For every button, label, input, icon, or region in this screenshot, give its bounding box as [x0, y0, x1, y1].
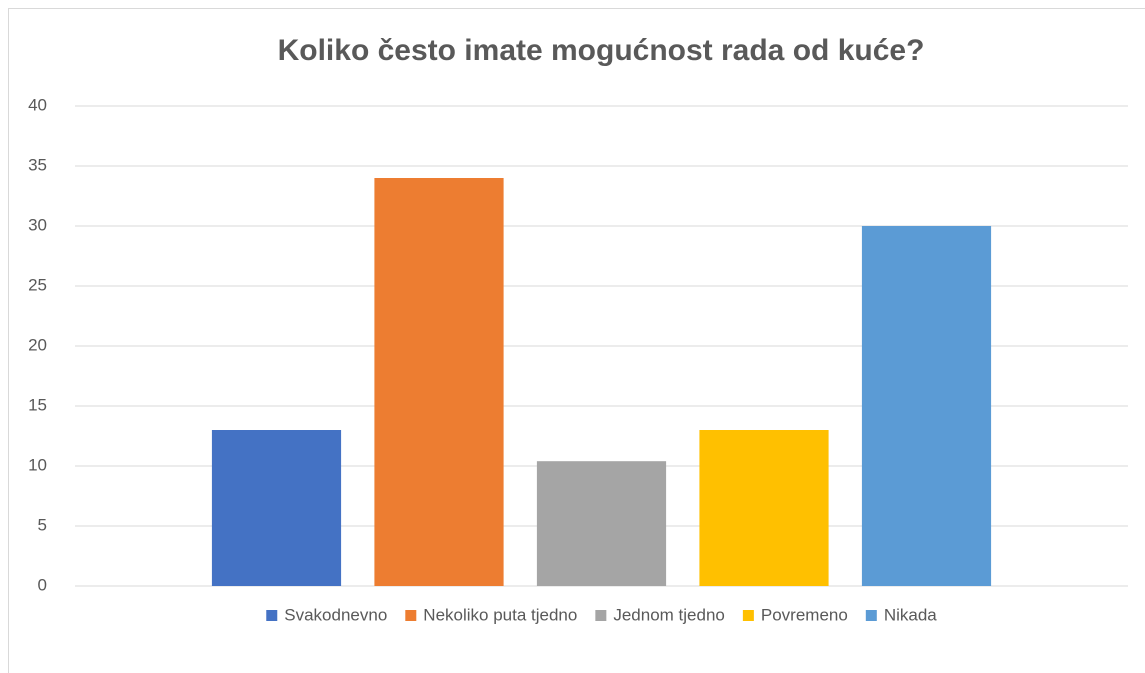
bar: [536, 461, 667, 586]
y-tick-label: 15: [28, 395, 47, 414]
y-tick-label: 10: [28, 455, 47, 474]
bar: [861, 226, 992, 586]
y-tick-label: 25: [28, 275, 47, 294]
legend-swatch: [865, 610, 877, 621]
bar: [211, 430, 342, 586]
legend-swatch: [405, 610, 417, 621]
legend-swatch: [742, 610, 754, 621]
legend-label: Nekoliko puta tjedno: [423, 605, 577, 624]
legend-swatch: [595, 610, 607, 621]
y-tick-label: 0: [38, 575, 47, 594]
legend-label: Jednom tjedno: [613, 605, 725, 624]
y-tick-label: 40: [28, 95, 47, 114]
bar: [374, 178, 504, 586]
y-tick-label: 35: [28, 155, 47, 174]
legend-label: Svakodnevno: [284, 605, 387, 624]
legend-label: Nikada: [884, 605, 937, 624]
y-tick-label: 30: [28, 215, 47, 234]
bar: [699, 430, 829, 586]
chart-title: Koliko često imate mogućnost rada od kuć…: [278, 34, 925, 67]
y-tick-label: 5: [38, 515, 47, 534]
legend-swatch: [266, 610, 278, 621]
legend-label: Povremeno: [761, 605, 848, 624]
y-tick-label: 20: [28, 335, 47, 354]
